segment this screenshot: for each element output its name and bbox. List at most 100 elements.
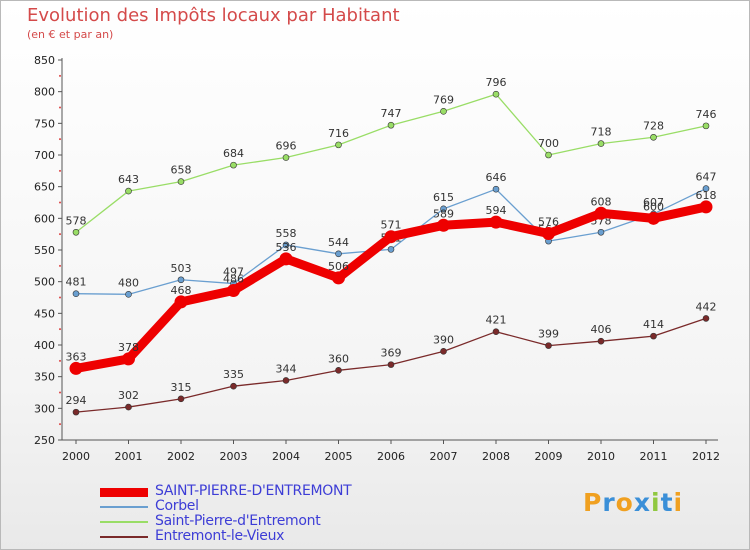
data-point bbox=[387, 246, 395, 253]
y-tick-label: 400 bbox=[34, 339, 55, 352]
data-point bbox=[282, 377, 290, 384]
y-tick-label: 600 bbox=[34, 212, 55, 225]
data-point bbox=[125, 187, 132, 195]
data-label: 480 bbox=[118, 276, 139, 289]
data-point bbox=[174, 295, 188, 309]
x-tick-label: 2005 bbox=[325, 450, 353, 463]
data-point bbox=[125, 403, 132, 411]
data-label: 369 bbox=[381, 347, 402, 360]
y-minor-tick bbox=[59, 106, 61, 109]
data-label: 607 bbox=[643, 196, 664, 209]
legend-label: Saint-Pierre-d'Entremont bbox=[155, 513, 321, 529]
data-label: 746 bbox=[696, 108, 717, 121]
data-label: 503 bbox=[171, 262, 192, 275]
legend-label: Corbel bbox=[155, 498, 199, 514]
data-label: 406 bbox=[591, 323, 612, 336]
data-point bbox=[279, 252, 293, 266]
y-tick-label: 700 bbox=[34, 149, 55, 162]
data-point bbox=[387, 121, 395, 129]
data-label: 571 bbox=[381, 219, 402, 232]
data-label: 747 bbox=[381, 107, 402, 120]
data-label: 578 bbox=[66, 214, 87, 227]
y-minor-tick bbox=[59, 169, 61, 172]
logo-letter: P bbox=[583, 488, 603, 517]
data-point bbox=[177, 395, 185, 403]
data-label: 658 bbox=[171, 164, 192, 177]
data-point bbox=[122, 352, 135, 366]
data-point bbox=[492, 90, 500, 98]
x-tick-label: 2009 bbox=[535, 450, 563, 463]
y-minor-tick bbox=[59, 201, 61, 204]
data-label: 442 bbox=[696, 300, 717, 313]
data-label: 643 bbox=[118, 173, 139, 186]
y-tick-label: 350 bbox=[34, 371, 55, 384]
data-label: 608 bbox=[591, 195, 612, 208]
data-point bbox=[542, 227, 555, 241]
data-label: 506 bbox=[328, 260, 349, 273]
logo-letter: x bbox=[633, 488, 651, 517]
y-minor-tick bbox=[59, 391, 61, 394]
y-tick-label: 550 bbox=[34, 244, 55, 257]
data-point bbox=[440, 108, 447, 115]
data-label: 618 bbox=[696, 189, 717, 202]
x-tick-label: 2007 bbox=[430, 450, 458, 463]
data-label: 486 bbox=[223, 273, 244, 286]
y-tick-label: 800 bbox=[34, 86, 55, 99]
proxiti-logo: Proxiti bbox=[583, 488, 683, 517]
data-point bbox=[335, 250, 342, 258]
data-point bbox=[332, 271, 345, 285]
data-label: 335 bbox=[223, 368, 244, 381]
chart-subtitle: (en € et par an) bbox=[27, 28, 114, 41]
x-tick-label: 2010 bbox=[587, 450, 615, 463]
y-minor-tick bbox=[59, 423, 61, 426]
x-tick-label: 2006 bbox=[377, 450, 405, 463]
legend-label: Entremont-le-Vieux bbox=[155, 528, 285, 544]
y-minor-tick bbox=[59, 233, 61, 236]
x-tick-label: 2001 bbox=[115, 450, 143, 463]
y-minor-tick bbox=[59, 328, 61, 331]
data-label: 558 bbox=[276, 227, 297, 240]
data-label: 615 bbox=[433, 191, 454, 204]
data-point bbox=[545, 342, 552, 349]
data-point bbox=[492, 328, 500, 336]
x-tick-label: 2004 bbox=[272, 450, 300, 463]
data-label: 536 bbox=[276, 241, 297, 254]
logo-letter: i bbox=[651, 488, 661, 517]
data-point bbox=[282, 241, 290, 249]
data-label: 390 bbox=[433, 333, 454, 346]
data-label: 576 bbox=[538, 216, 559, 229]
data-label: 700 bbox=[538, 137, 559, 150]
data-label: 716 bbox=[328, 127, 349, 140]
y-tick-label: 300 bbox=[34, 402, 55, 415]
y-minor-tick bbox=[59, 138, 61, 141]
data-point bbox=[699, 200, 713, 214]
data-point bbox=[227, 284, 240, 298]
data-point bbox=[650, 332, 657, 340]
data-point bbox=[72, 228, 80, 236]
data-point bbox=[702, 122, 710, 130]
data-point bbox=[177, 276, 185, 284]
data-label: 414 bbox=[643, 318, 664, 331]
data-point bbox=[230, 382, 237, 390]
y-tick-label: 450 bbox=[34, 307, 55, 320]
data-point bbox=[72, 290, 80, 298]
logo-letter: t bbox=[660, 488, 674, 517]
chart-title: Evolution des Impôts locaux par Habitant bbox=[27, 5, 400, 26]
y-minor-tick bbox=[59, 359, 61, 362]
data-point bbox=[72, 408, 80, 416]
data-point bbox=[594, 206, 608, 220]
data-point bbox=[597, 228, 605, 236]
data-label: 344 bbox=[276, 362, 297, 375]
data-label: 684 bbox=[223, 147, 244, 160]
data-point bbox=[647, 211, 660, 225]
data-label: 696 bbox=[276, 140, 297, 153]
data-label: 399 bbox=[538, 328, 559, 341]
data-point bbox=[282, 154, 290, 161]
data-label: 294 bbox=[66, 394, 87, 407]
data-label: 544 bbox=[328, 236, 349, 249]
data-point bbox=[545, 151, 552, 159]
data-point bbox=[335, 141, 342, 149]
legend-swatch bbox=[100, 536, 148, 538]
data-label: 646 bbox=[486, 171, 507, 184]
